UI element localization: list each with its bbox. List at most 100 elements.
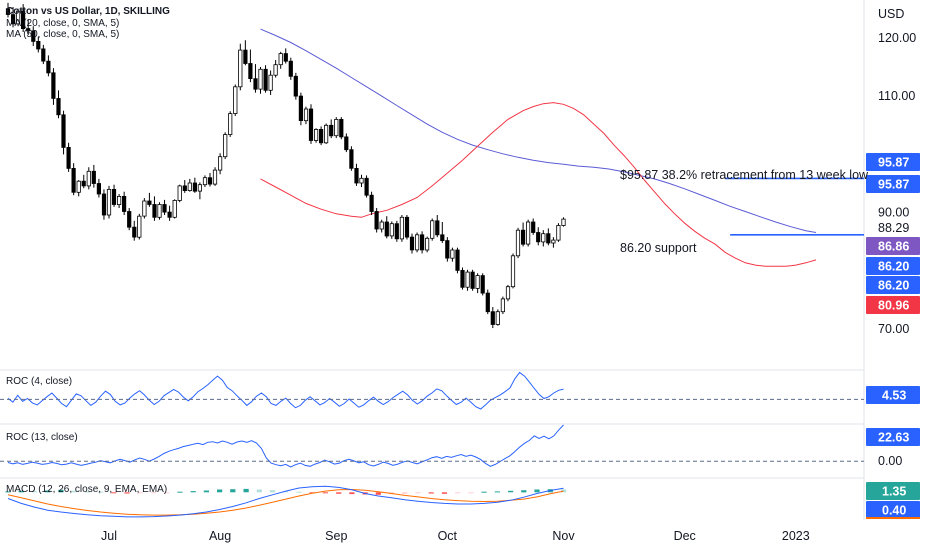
roc13-badge: 22.63	[866, 428, 920, 446]
candle	[101, 189, 107, 220]
candle-body	[212, 169, 218, 185]
candle-body	[531, 221, 536, 233]
candle-body	[101, 193, 107, 216]
candle-body	[334, 119, 339, 137]
signal-badge-text: 0.40	[882, 504, 906, 518]
candle	[157, 202, 162, 220]
candle	[61, 110, 66, 155]
macd-histogram-bar	[336, 492, 342, 494]
macd-histogram-bar	[230, 489, 236, 493]
ma20-legend[interactable]: MA (20, close, 0, SMA, 5)	[6, 18, 119, 29]
candle-body	[556, 225, 561, 241]
macd-histogram-bar	[455, 492, 461, 494]
macd-histogram-bar	[124, 492, 130, 494]
candle-body	[51, 72, 56, 99]
ma50-legend[interactable]: MA (50, close, 0, SMA, 5)	[6, 29, 119, 40]
candle	[430, 218, 435, 241]
macd-histogram-bar	[164, 492, 170, 494]
price-badge: 95.87	[866, 153, 920, 171]
macd-histogram-bar	[190, 491, 196, 493]
candle-body	[440, 234, 445, 242]
macd-histogram-bar	[534, 489, 540, 493]
candle	[480, 273, 485, 296]
macd-line	[7, 485, 564, 518]
candle-body	[127, 211, 132, 228]
candle-body	[117, 195, 122, 205]
macd-title[interactable]: MACD (12, 26, close, 9, EMA, EMA)	[6, 484, 167, 495]
candle-body	[152, 204, 157, 218]
candle-body	[389, 223, 394, 237]
candle	[137, 213, 142, 240]
roc4-title[interactable]: ROC (4, close)	[6, 376, 72, 387]
candle-body	[354, 167, 359, 184]
candle-body	[172, 199, 177, 218]
chart-title: Cotton vs US Dollar, 1D, SKILLING	[6, 6, 170, 17]
candle	[470, 269, 475, 291]
candle	[41, 44, 46, 65]
candle-body	[147, 200, 152, 205]
candle-body	[323, 124, 329, 144]
candle-body	[243, 49, 248, 64]
candle-body	[197, 184, 202, 192]
time-tick: Dec	[674, 529, 696, 543]
price-badge: 95.87	[866, 175, 920, 193]
candle	[455, 247, 460, 274]
macd-histogram-bar	[296, 491, 302, 493]
candle	[485, 289, 490, 315]
candle	[435, 215, 440, 238]
price-badge: 86.86	[866, 237, 920, 255]
candle	[258, 67, 263, 94]
price-axis: 120.00 110.00 90.00 70.00	[878, 31, 916, 336]
roc4-line	[7, 371, 564, 410]
candle	[369, 191, 374, 216]
candle-body	[278, 53, 283, 66]
macd-histogram-bar	[58, 489, 64, 493]
candle	[111, 184, 117, 207]
candle-body	[5, 8, 11, 15]
candle-body	[465, 271, 470, 288]
candle-body	[111, 188, 117, 205]
signal-badge: 0.40	[866, 501, 920, 519]
candle-body	[505, 286, 511, 300]
candle-body	[217, 156, 223, 171]
macd-histogram-bar	[71, 490, 77, 493]
macd-histogram-bar	[349, 492, 355, 495]
candle	[293, 72, 298, 100]
candle	[445, 237, 450, 262]
candle-body	[71, 167, 76, 193]
candle	[76, 180, 81, 197]
candle	[228, 111, 233, 137]
candle	[217, 153, 223, 175]
candle	[187, 178, 192, 192]
macd-histogram-bar	[428, 492, 434, 494]
time-axis: Jul Aug Sep Oct Nov Dec 2023	[101, 529, 810, 543]
candle	[81, 174, 86, 189]
candle	[334, 117, 339, 139]
macd-histogram-bar	[256, 489, 262, 493]
candle	[106, 185, 112, 219]
candle-body	[122, 195, 127, 212]
candle	[253, 64, 258, 93]
candle-body	[238, 49, 243, 88]
macd-histogram-bar	[322, 492, 328, 494]
candle-body	[91, 170, 96, 184]
candle	[303, 106, 309, 125]
candle-body	[394, 223, 399, 240]
candle	[31, 26, 36, 47]
candle-body	[419, 234, 425, 251]
candle	[414, 232, 420, 253]
roc13-title[interactable]: ROC (13, close)	[6, 432, 78, 443]
candle	[556, 223, 561, 242]
candle	[5, 2, 11, 18]
candle	[20, 4, 26, 33]
macd-signal-line	[7, 488, 564, 516]
candle	[202, 175, 208, 188]
candle	[551, 237, 556, 248]
candle	[182, 180, 187, 193]
candle	[379, 219, 384, 233]
signal-badge-underline	[866, 517, 920, 519]
roc4-badge-bg	[866, 386, 920, 404]
candle-body	[480, 275, 485, 294]
price-badge-text: 95.87	[878, 178, 909, 192]
